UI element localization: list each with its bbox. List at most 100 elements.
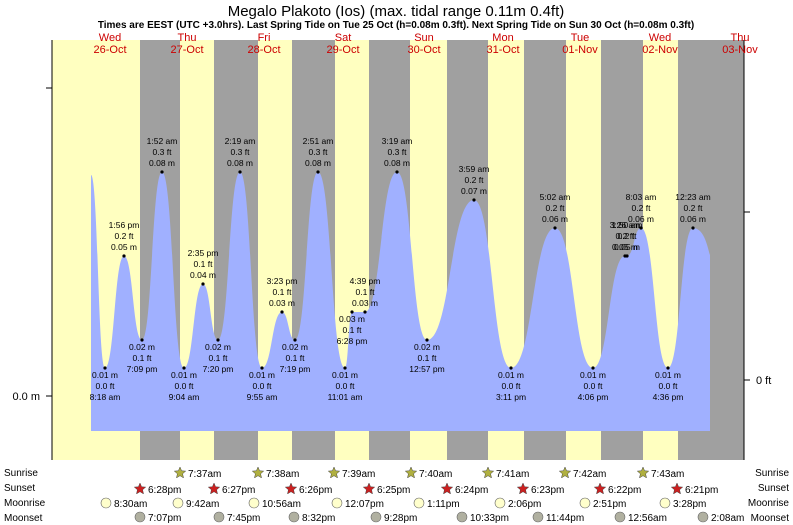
tide-label: 1:50 am [612,220,643,230]
astro-row-label-right: Sunrise [755,468,789,479]
tide-label: 0.2 ft [618,231,638,241]
day-headers: Wed26-OctThu27-OctFri28-OctSat29-OctSun3… [93,32,758,56]
tide-point [363,310,367,314]
day-date: 28-Oct [247,44,280,56]
moonrise-icon [248,497,260,509]
sunrise-icon [636,466,650,479]
tide-label: 0.02 m [414,342,440,352]
astro-row-label-left: Moonrise [4,498,46,509]
tide-label: 0.2 ft [684,203,704,213]
tide-label: 0.1 ft [286,353,306,363]
moonset-icon [614,511,626,523]
moonset-time: 8:32pm [302,513,335,524]
tide-label: 0.0 ft [175,381,195,391]
tide-label: 2:51 am [303,136,334,146]
tide-label: 12:23 am [675,192,710,202]
sunset-time: 6:26pm [299,485,332,496]
sunset-time: 6:23pm [531,485,564,496]
tide-label: 4:39 pm [350,276,381,286]
tide-label: 0.08 m [149,158,175,168]
astro-row-label-right: Moonrise [748,498,790,509]
astro-row-label-left: Sunrise [4,468,38,479]
moonrise-icon [413,497,425,509]
tide-label: 0.1 ft [194,259,214,269]
sunset-icon [133,482,147,495]
tide-label: 11:01 am [328,392,363,402]
sunset-icon [593,482,607,495]
tide-label: 7:09 pm [127,364,158,374]
tide-label: 0.3 ft [231,147,251,157]
moonrise-time: 3:28pm [673,499,706,510]
tide-label: 0.03 m [352,298,378,308]
tide-area [91,172,710,431]
tide-label: 0.01 m [498,370,524,380]
tide-label: 0.0 ft [502,381,522,391]
tide-point [238,170,242,174]
tide-label: 7:20 pm [203,364,234,374]
tide-label: 0.08 m [227,158,253,168]
tide-label: 8:03 am [626,192,657,202]
tide-point [201,282,205,286]
sunrise-icon [327,466,341,479]
tide-point [553,226,557,230]
tide-label: 2:35 pm [188,248,219,258]
tide-label: 0.0 ft [336,381,356,391]
tide-label: 3:11 pm [496,392,526,402]
moonrise-time: 1:11pm [427,499,460,510]
y-right-zero-label: 0 ft [756,375,771,387]
tide-label: 0.3 ft [388,147,408,157]
sunset-time: 6:28pm [148,485,181,496]
tide-label: 0.1 ft [356,287,376,297]
tide-point [639,226,643,230]
moonrise-icon [100,497,112,509]
chart-title: Megalo Plakoto (Ios) (max. tidal range 0… [228,3,565,20]
day-name: Wed [99,32,121,44]
tide-label: 0.01 m [249,370,275,380]
tide-label: 4:36 pm [653,392,684,402]
tide-point [316,170,320,174]
moonrise-time: 2:51pm [593,499,626,510]
moonset-time: 2:08am [711,513,744,524]
tide-point [350,310,354,314]
sunset-icon [362,482,376,495]
tide-label: 0.2 ft [616,231,636,241]
astro-row-label-right: Moonset [751,513,790,524]
tide-label: 3:23 pm [267,276,298,286]
tide-point [623,254,627,258]
sunset-time: 6:24pm [455,485,488,496]
day-date: 30-Oct [407,44,440,56]
tide-point [182,366,186,370]
sunset-icon [516,482,530,495]
tide-point [140,338,144,342]
astro-row-label-left: Moonset [4,513,43,524]
tide-label: 0.01 m [171,370,197,380]
tide-label: 0.06 m [680,214,706,224]
sunrise-time: 7:42am [573,469,606,480]
moonset-icon [456,511,468,523]
tide-point [395,170,399,174]
sunset-time: 6:21pm [685,485,718,496]
moonset-icon [370,511,382,523]
tide-point [160,170,164,174]
tide-label: 3:19 am [382,136,413,146]
y-left-zero-label: 0.0 m [12,391,40,403]
tide-label: 1:56 pm [109,220,140,230]
tide-label: 0.1 ft [343,325,363,335]
moonrise-time: 12:07pm [345,499,384,510]
sunset-icon [440,482,454,495]
moonset-time: 10:33pm [470,513,509,524]
sunrise-icon [251,466,265,479]
axes: 0.0 m 0 ft [12,40,771,460]
tide-labels: 0.01 m0.0 ft8:18 am1:56 pm0.2 ft0.05 m0.… [90,136,711,402]
astro-table: Sunrise Sunrise Sunset Sunset Moonrise Moonri… [4,466,790,524]
tide-label: 0.03 m [339,314,365,324]
tide-point [691,226,695,230]
tide-label: 0.06 m [542,214,568,224]
sunrise-icon [481,466,495,479]
day-name: Thu [178,32,197,44]
day-date: 29-Oct [326,44,359,56]
tide-label: 0.3 ft [153,147,173,157]
tide-label: 1:52 am [147,136,178,146]
tide-point [666,366,670,370]
